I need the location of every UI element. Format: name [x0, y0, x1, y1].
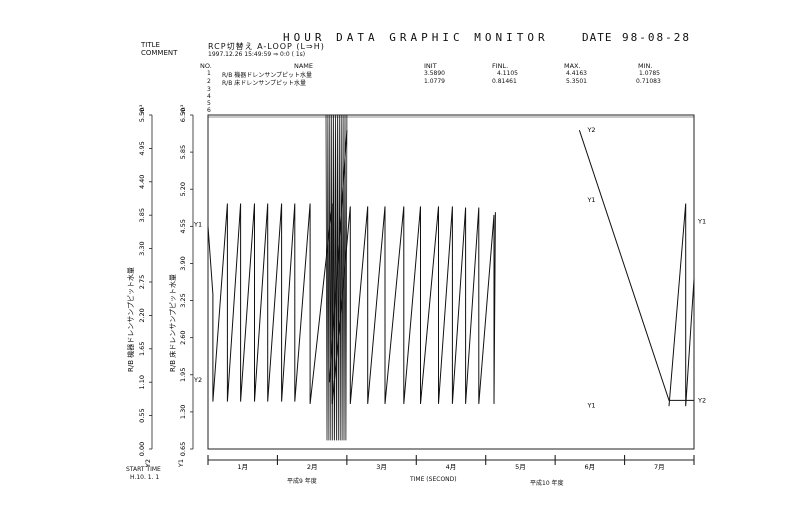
x-tick-label: 4月 — [446, 463, 457, 471]
x-tick-label: 5月 — [515, 463, 526, 471]
y2-tick-label: 3.85 — [138, 208, 146, 222]
table-header-max: MAX. — [564, 62, 581, 70]
series-end-label: Y1 — [586, 401, 595, 409]
series-end-label: Y2 — [586, 126, 595, 134]
y2-tick-label: 4.95 — [138, 141, 146, 155]
series-end-label: Y1 — [586, 196, 595, 204]
y1-unit-label: m³ — [179, 104, 187, 113]
x-tick-label: 1月 — [237, 463, 248, 471]
era-right-label: 平成10 年度 — [530, 480, 564, 487]
y1-tick-label: 1.30 — [179, 405, 187, 419]
plot-frame — [207, 114, 695, 450]
table-row-no: 4 — [207, 93, 211, 100]
series-line-y2 — [329, 130, 694, 401]
table-row-max: 4.4163 — [566, 70, 587, 77]
table-row-name: R/B 機器ドレンサンプピット水量 — [222, 72, 313, 79]
comment-label: COMMENT — [141, 49, 178, 57]
table-header-min: MIN. — [638, 62, 653, 70]
date-label: DATE — [582, 31, 613, 44]
y1-tick-label: 1.95 — [179, 368, 187, 382]
table-row-no: 1 — [207, 70, 211, 77]
y1-tick-label: 3.25 — [179, 293, 187, 307]
table-row-name: R/B 床ドレンサンプピット水量 — [222, 80, 307, 87]
title-label: TITLE — [141, 41, 160, 49]
y1-tick-label: 3.90 — [179, 256, 187, 270]
monitor-title: HOUR DATA GRAPHIC MONITOR — [283, 31, 549, 44]
table-row-no: 5 — [207, 100, 211, 107]
series-line-y1 — [207, 203, 695, 407]
series-end-label: Y2 — [697, 396, 706, 404]
x-tick-label: 6月 — [585, 463, 596, 471]
oscillation-burst — [325, 114, 348, 441]
y2-tick-label: 3.30 — [138, 241, 146, 255]
y2-tick-label: 4.40 — [138, 175, 146, 189]
y1-tick-label: 4.55 — [179, 219, 187, 233]
table-header-name: NAME — [294, 62, 314, 70]
y2-axis-id: Y2 — [144, 459, 152, 468]
y2-tick-label: 0.55 — [138, 408, 146, 422]
y2-tick-label: 1.10 — [138, 375, 146, 389]
series-end-label: Y1 — [697, 217, 706, 225]
table-row-init: 3.5890 — [424, 70, 445, 77]
table-row-no: 6 — [207, 107, 211, 114]
table-header-finl: FINL. — [492, 62, 509, 70]
comment-value: 1997.12.26 15:49:59 ⇒ 0:0 ( 1s) — [208, 51, 306, 58]
x-axis-label: TIME (SECOND) — [410, 476, 457, 483]
start-time-label: START TIME — [126, 466, 161, 473]
y2-unit-label: m³ — [138, 104, 146, 113]
start-time-value: H.10. 1. 1 — [130, 474, 160, 481]
y1-tick-label: 5.20 — [179, 182, 187, 196]
y2-tick-label: 2.20 — [138, 308, 146, 322]
y1-tick-label: 5.85 — [179, 145, 187, 159]
table-row-min: 1.0785 — [639, 70, 660, 77]
table-row-min: 0.71083 — [636, 78, 661, 85]
series-end-label: Y1 — [193, 220, 202, 228]
y2-tick-label: 2.75 — [138, 275, 146, 289]
y2-tick-label: 5.50 — [138, 108, 146, 122]
era-left-label: 平成9 年度 — [287, 478, 317, 485]
x-tick-label: 2月 — [307, 463, 318, 471]
y1-tick-label: 2.60 — [179, 330, 187, 344]
table-row-max: 5.3501 — [566, 78, 587, 85]
y2-tick-label: 0.00 — [138, 442, 146, 456]
table-row-finl: 0.81461 — [492, 78, 517, 85]
table-header-init: INIT — [424, 62, 437, 70]
y1-tick-label: 6.50 — [179, 108, 187, 122]
table-row-no: 3 — [207, 86, 211, 93]
table-row-no: 2 — [207, 78, 211, 85]
date-value: 98-08-28 — [622, 31, 691, 44]
series-end-label: Y2 — [193, 376, 202, 384]
x-tick-label: 7月 — [654, 463, 665, 471]
table-row-finl: 4.1105 — [497, 70, 518, 77]
table-row-init: 1.0779 — [424, 78, 445, 85]
table-header-no: NO. — [200, 62, 212, 70]
y1-axis-id: Y1 — [177, 459, 185, 468]
title-value: RCP切替え A-LOOP (L⇒H) — [208, 42, 325, 51]
y2-tick-label: 1.65 — [138, 342, 146, 356]
x-tick-label: 3月 — [376, 463, 387, 471]
y1-tick-label: 0.65 — [179, 442, 187, 456]
